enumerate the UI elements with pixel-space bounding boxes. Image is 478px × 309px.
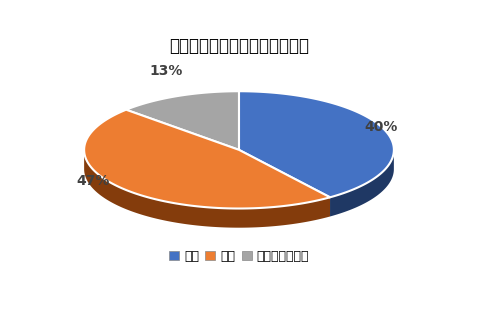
Text: 47%: 47%	[76, 175, 109, 188]
Legend: 満足, 不満, どちらでもない: 満足, 不満, どちらでもない	[164, 245, 314, 268]
Text: 13%: 13%	[149, 64, 183, 78]
Polygon shape	[239, 91, 394, 197]
Polygon shape	[330, 150, 394, 217]
Text: オデッセイの価格の満足度調査: オデッセイの価格の満足度調査	[169, 37, 309, 55]
Polygon shape	[126, 91, 239, 150]
Text: 40%: 40%	[364, 120, 398, 134]
Polygon shape	[84, 110, 330, 209]
Polygon shape	[84, 150, 330, 228]
